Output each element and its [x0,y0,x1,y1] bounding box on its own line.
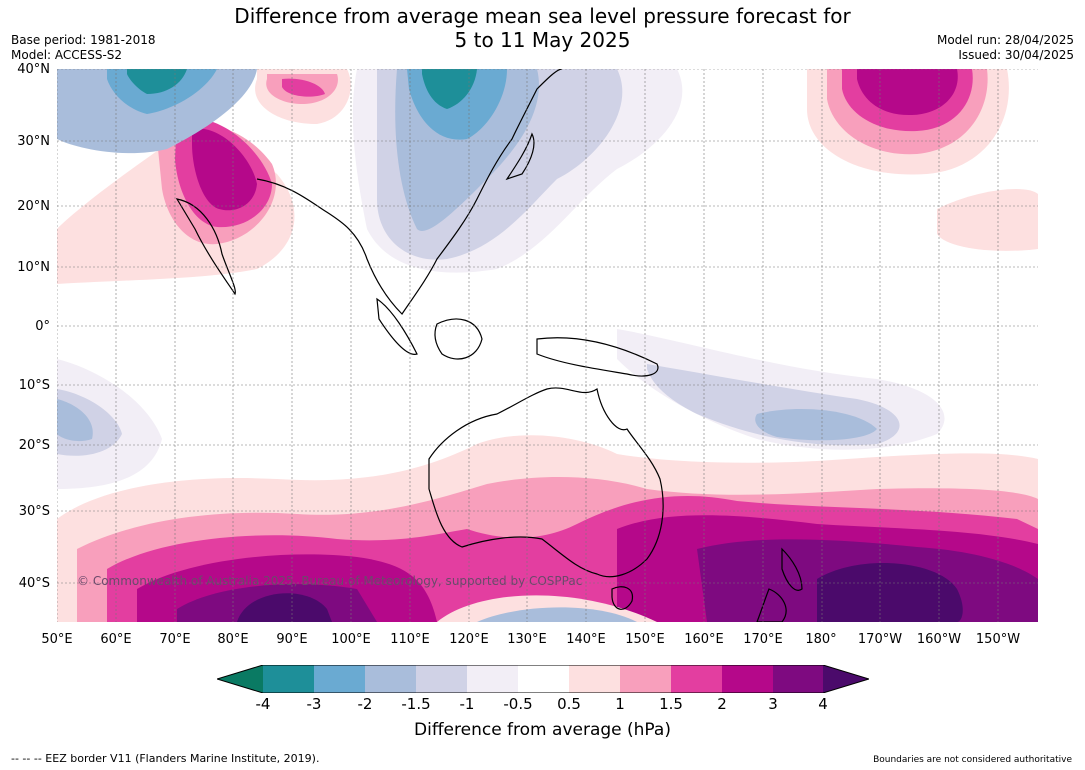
new-zealand-north [781,547,803,591]
lat-label-20n: 20°N [17,199,50,214]
model-text: Model: ACCESS-S2 [11,48,123,62]
lon-label-150e: 150°E [625,632,665,647]
lon-label-170w: 170°W [857,632,903,647]
colorbar-segment-9 [671,665,722,693]
lat-label-20s: 20°S [18,438,50,453]
new-guinea-coast [536,337,659,377]
colorbar-segment-4 [416,665,467,693]
lon-label-170e: 170°E [743,632,783,647]
lat-label-30n: 30°N [17,134,50,149]
colorbar-tick: -4 [255,695,271,713]
colorbar-tick: 3 [768,695,778,713]
title-line-2: 5 to 11 May 2025 [454,28,631,52]
colorbar-tick: 2 [717,695,727,713]
lon-label-120e: 120°E [449,632,489,647]
lon-label-180: 180° [805,632,837,647]
boundaries-disclaimer: Boundaries are not considered authoritat… [873,755,1072,765]
lat-label-10n: 10°N [17,260,50,275]
colorbar-tick: 0.5 [557,695,581,713]
meta-right: Model run: 28/04/2025 Issued: 30/04/2025 [937,33,1074,63]
colorbar [215,664,871,694]
colorbar-min-extend [217,665,263,693]
lon-label-60e: 60°E [100,632,132,647]
colorbar-segment-10 [722,665,773,693]
lat-label-30s: 30°S [18,504,50,519]
lon-label-160e: 160°E [684,632,724,647]
lon-label-130e: 130°E [507,632,547,647]
lat-label-40s: 40°S [18,576,50,591]
asia-coast [256,69,563,315]
lon-label-80e: 80°E [217,632,249,647]
colorbar-label: Difference from average (hPa) [414,720,671,740]
meta-left: Base period: 1981-2018 Model: ACCESS-S2 [11,33,156,63]
lon-label-90e: 90°E [276,632,308,647]
colorbar-tick: -2 [357,695,373,713]
map-panel [57,69,1038,622]
australia-coast [428,387,664,578]
issued-text: Issued: 30/04/2025 [958,48,1074,62]
colorbar-segment-8 [620,665,671,693]
colorbar-segment-1 [263,665,314,693]
colorbar-tick: 4 [818,695,828,713]
colorbar-tick: 1 [615,695,625,713]
colorbar-segment-11 [773,665,823,693]
colorbar-segment-3 [365,665,416,693]
colorbar-segment-6 [518,665,569,693]
colorbar-tick: -3 [306,695,322,713]
colorbar-max-extend [823,665,869,693]
lat-label-0: 0° [35,319,50,334]
colorbar-segment-5 [467,665,518,693]
colorbar-segment-2 [314,665,365,693]
map-svg [57,69,1038,622]
lon-label-100e: 100°E [331,632,371,647]
sumatra-coast [376,297,418,355]
graticule [57,69,1038,622]
base-period-text: Base period: 1981-2018 [11,33,156,47]
lon-label-110e: 110°E [390,632,430,647]
lon-label-70e: 70°E [159,632,191,647]
lon-label-140e: 140°E [566,632,606,647]
tasmania-coast [611,586,634,610]
eez-border-note: -- -- -- EEZ border V11 (Flanders Marine… [11,752,320,765]
lat-label-40n: 40°N [17,62,50,77]
colorbar-tick: -0.5 [503,695,533,713]
colorbar-tick: 1.5 [659,695,683,713]
lon-label-50e: 50°E [41,632,73,647]
lon-label-160w: 160°W [916,632,962,647]
map-title: Difference from average mean sea level p… [0,4,1085,52]
new-zealand-south [756,588,787,622]
lat-label-10s: 10°S [18,378,50,393]
anomaly-fills [57,69,1038,622]
copyright-watermark: © Commonwealth of Australia 2025, Bureau… [77,574,583,588]
lon-label-150w: 150°W [975,632,1021,647]
model-run-text: Model run: 28/04/2025 [936,33,1074,47]
colorbar-svg [215,664,871,694]
colorbar-tick: -1.5 [401,695,431,713]
borneo-coast [434,318,483,360]
colorbar-tick: -1 [459,695,475,713]
title-line-1: Difference from average mean sea level p… [234,4,851,28]
colorbar-segment-7 [569,665,620,693]
